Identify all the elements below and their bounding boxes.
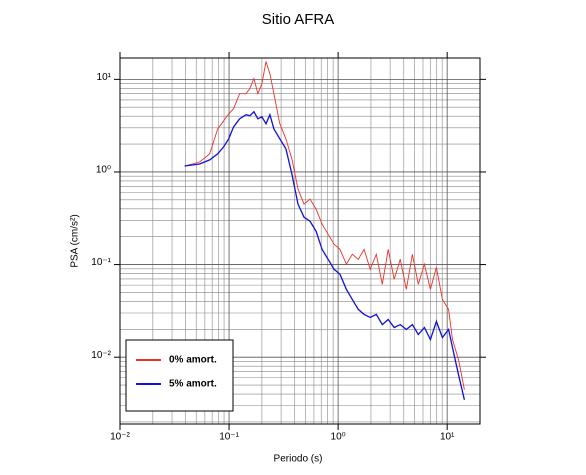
series-line xyxy=(184,110,466,400)
y-tick-label: 10⁻² xyxy=(91,350,111,361)
y-tick-label: 10⁰ xyxy=(96,165,111,176)
x-tick-label: 10⁻¹ xyxy=(219,432,239,443)
x-tick-label: 10⁻² xyxy=(110,432,130,443)
y-axis-label: PSA (cm/s²) xyxy=(70,214,81,267)
series-line xyxy=(184,61,465,390)
legend-label: 5% amort. xyxy=(169,379,217,390)
y-tick-label: 10¹ xyxy=(97,72,112,83)
legend-box xyxy=(125,339,234,412)
y-tick-label: 10⁻¹ xyxy=(91,257,111,268)
plot-frame xyxy=(119,57,481,425)
chart-title: Sitio AFRA xyxy=(262,11,335,28)
legend-label: 0% amort. xyxy=(169,355,217,366)
x-tick-label: 10¹ xyxy=(440,432,455,443)
x-tick-label: 10⁰ xyxy=(331,432,346,443)
x-axis-label: Periodo (s) xyxy=(274,454,323,465)
